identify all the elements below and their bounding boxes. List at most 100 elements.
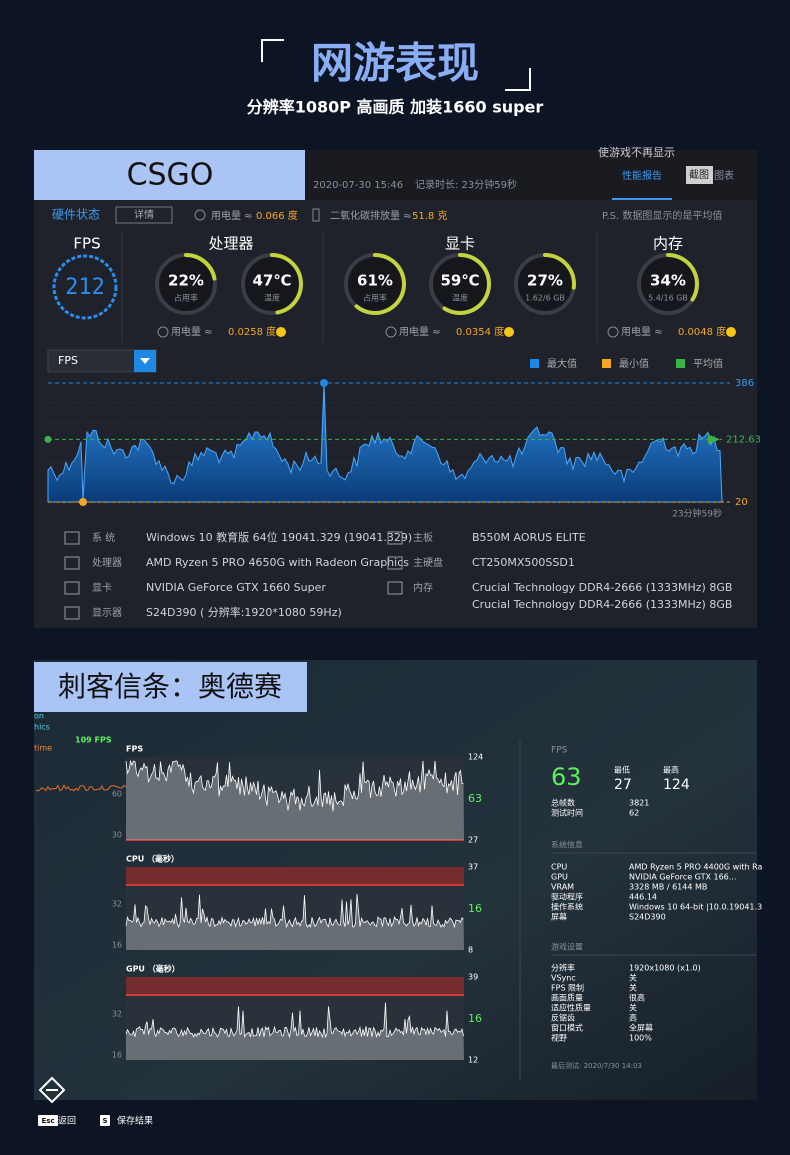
spec-label: 显卡 (92, 581, 112, 594)
graph-left: 30 (112, 831, 122, 840)
tab[interactable]: 截图 (689, 168, 709, 181)
graph-line (125, 1002, 464, 1039)
legend-label: 平均值 (693, 357, 723, 370)
graph-current: 16 (468, 1012, 482, 1025)
spec-icon (64, 606, 80, 620)
dropdown-text: FPS (58, 354, 78, 367)
date: 2020-07-30 15:46 (313, 180, 403, 191)
min-dot (79, 498, 87, 506)
chart-duration: 23分钟59秒 (672, 508, 722, 520)
label-box (34, 150, 305, 200)
power-label: 用电量 ≈ (399, 325, 441, 338)
frametime-line (35, 784, 127, 792)
spec-icon (64, 531, 80, 545)
system-value: S24D390 (629, 913, 666, 922)
footer-action[interactable]: 保存结果 (117, 1115, 153, 1127)
gauge-caption: 5.4/16 GB (648, 294, 688, 303)
gauge-label: 22% (168, 272, 204, 290)
spec-icon (387, 531, 403, 545)
spec-label: 内存 (413, 581, 433, 594)
gauge-caption: 温度 (452, 293, 468, 303)
gauge-label: 61% (357, 272, 393, 290)
setting-value: 100% (629, 1034, 652, 1043)
graph-left: 32 (112, 900, 122, 909)
spec-value: AMD Ryzen 5 PRO 4650G with Radeon Graphi… (146, 556, 409, 569)
legend-swatch (676, 359, 685, 368)
spec-label: 系 统 (92, 531, 115, 544)
key: Esc (41, 1117, 54, 1125)
summary-fps: 63 (551, 763, 582, 791)
spec-icon (64, 556, 80, 570)
system-value: Windows 10 64-bit |10.0.19041.3 (629, 903, 762, 912)
gauge-label: 59℃ (440, 272, 479, 290)
gauge-arc (270, 253, 303, 315)
power-value: 0.0258 度 (228, 325, 276, 338)
tab[interactable]: 性能报告 (622, 169, 662, 182)
graph-left: 60 (112, 790, 122, 799)
key-box (38, 1115, 58, 1126)
graph-bottom: 8 (468, 946, 473, 955)
spec-icon (387, 581, 403, 595)
spec-value: S24D390 ( 分辨率:1920*1080 59Hz) (146, 605, 342, 619)
icon (607, 326, 619, 338)
system-label: VRAM (551, 883, 574, 892)
fps-area (47, 382, 723, 503)
summary-value: 124 (663, 777, 690, 793)
gauge-caption: 1.62/6 GB (525, 294, 565, 303)
footer-action[interactable]: 返回 (58, 1115, 76, 1127)
graph-fill (126, 1002, 464, 1060)
setting-label: FPS 限制 (551, 983, 584, 993)
summary-label: 最低 (614, 765, 630, 775)
setting-label: 反锯齿 (551, 1013, 575, 1023)
help-icon (726, 327, 736, 337)
setting-value: 很高 (629, 993, 645, 1003)
spec-label: 显示器 (92, 607, 122, 619)
setting-value: 1920x1080 (x1.0) (629, 964, 701, 973)
spec-label: 主硬盘 (413, 556, 443, 569)
setting-label: 画面质量 (551, 993, 583, 1003)
legend-label: 最大值 (547, 357, 577, 370)
spec-value: Crucial Technology DDR4-2666 (1333MHz) 8… (472, 581, 732, 594)
section-title: 游戏设置 (551, 942, 583, 952)
axis-label: 20 (735, 497, 748, 508)
power-label: 用电量 ≈ (621, 325, 663, 338)
spec-icon (387, 556, 403, 570)
system-label: CPU (551, 863, 567, 872)
tab[interactable]: 图表 (714, 169, 734, 182)
help-icon (504, 327, 514, 337)
summary-label: 最高 (663, 765, 679, 775)
setting-value: 高 (629, 1013, 637, 1023)
graph-current: 63 (468, 792, 482, 805)
graph-top: 37 (468, 863, 478, 872)
spec-value: CT250MX500SSD1 (472, 556, 575, 569)
summary-title: FPS (551, 746, 568, 756)
legend-swatch (530, 359, 539, 368)
setting-value: 关 (629, 1003, 637, 1013)
setting-label: 分辨率 (551, 963, 575, 973)
graph-band (126, 867, 464, 885)
duration: 记录时长: 23分钟59秒 (415, 178, 517, 191)
graph-bottom: 12 (468, 1056, 478, 1065)
max-dot (320, 379, 328, 387)
dropdown-arrow (140, 358, 150, 364)
summary-value: 27 (614, 777, 632, 793)
tab-box (686, 166, 713, 184)
detail-box (115, 206, 173, 224)
fps-value: 212 (65, 275, 105, 300)
graph-title: GPU （毫秒） (126, 964, 180, 974)
setting-value: 关 (629, 973, 637, 983)
overlay-text: hics (34, 723, 50, 732)
detail-button[interactable]: 详情 (134, 208, 154, 221)
status-title: 硬件状态 (52, 208, 100, 222)
system-label: GPU (551, 873, 568, 882)
csgo-panel (34, 150, 757, 628)
gauge-label: 27% (527, 272, 563, 290)
overlay-text: on (34, 712, 44, 721)
gauge-caption: 占用率 (363, 293, 387, 303)
setting-value: 关 (629, 983, 637, 993)
spec-value: NVIDIA GeForce GTX 1660 Super (146, 581, 326, 594)
graph-title: CPU （毫秒） (126, 854, 179, 864)
summary-row-value: 3821 (629, 799, 649, 808)
power-value: 0.0048 度 (678, 325, 726, 338)
